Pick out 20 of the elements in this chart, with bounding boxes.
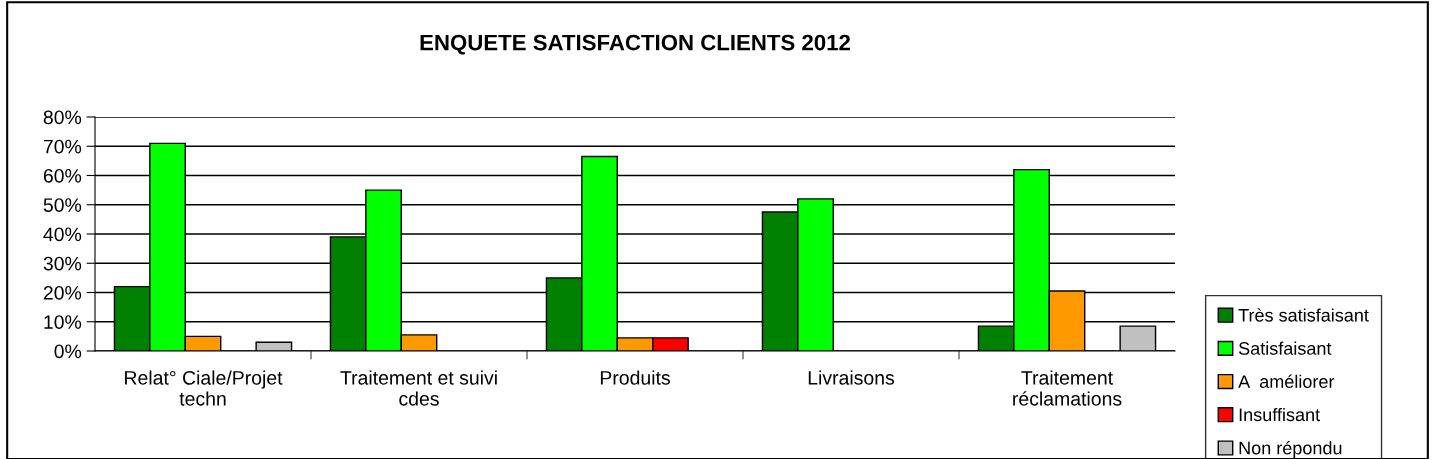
y-tick-label: 0% <box>54 344 82 359</box>
y-tick-label: 70% <box>43 139 82 154</box>
legend-label: Non répondu <box>1239 440 1342 459</box>
legend-label: Très satisfaisant <box>1238 308 1369 322</box>
x-tick-label: Traitement réclamations <box>1013 370 1122 406</box>
y-tick-label: 50% <box>43 198 82 212</box>
legend-label: Satisfaisant <box>1238 341 1332 355</box>
y-tick-label: 20% <box>43 285 82 300</box>
x-tick-label: Relat° Ciale/Projet techn <box>125 370 283 406</box>
chart-title: ENQUETE SATISFACTION CLIENTS 2012 <box>420 34 850 55</box>
y-tick-label: 80% <box>43 110 82 125</box>
legend-label: A améliorer <box>1238 374 1335 388</box>
y-tick-label: 10% <box>44 315 82 329</box>
x-tick-label: Livraisons <box>808 370 895 385</box>
y-tick-label: 30% <box>43 256 82 271</box>
y-tick-label: 40% <box>43 227 82 242</box>
x-tick-label: Traitement et suivi cdes <box>340 370 497 406</box>
x-tick-label: Produits <box>600 370 670 385</box>
y-tick-label: 60% <box>43 168 82 183</box>
legend-label: Insuffisant <box>1239 407 1320 422</box>
